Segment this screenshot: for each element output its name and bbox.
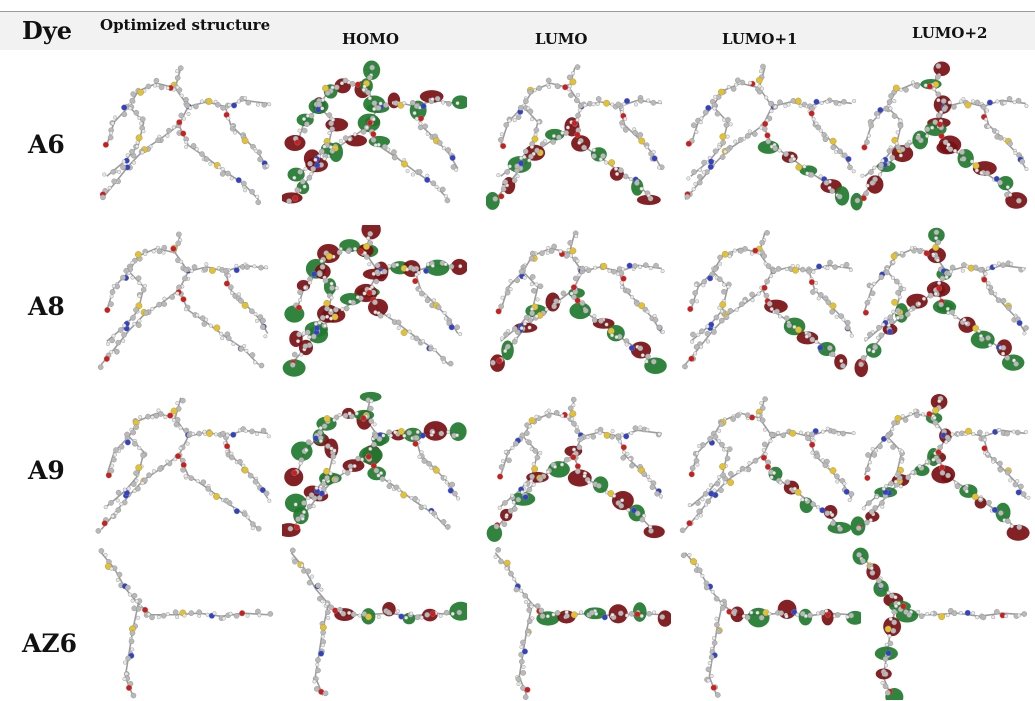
molecule-cell	[676, 545, 861, 700]
row-label-a6: A6	[28, 130, 65, 159]
row-label-a8: A8	[28, 292, 65, 321]
molecule-cell	[282, 390, 467, 545]
molecule-cell	[676, 225, 861, 380]
header-lumo: LUMO	[535, 30, 588, 48]
molecule-cell	[92, 225, 277, 380]
header-dye: Dye	[22, 16, 73, 45]
molecule-cell	[486, 60, 671, 215]
molecule-cell	[850, 225, 1035, 380]
header-lumo-plus-1: LUMO+1	[722, 30, 798, 48]
molecule-cell	[676, 390, 861, 545]
header-band	[0, 12, 1035, 50]
molecule-cell	[676, 60, 861, 215]
header-rule	[0, 11, 1035, 12]
row-label-az6: AZ6	[22, 629, 78, 658]
molecule-cell	[92, 390, 277, 545]
molecule-cell	[850, 545, 1035, 700]
molecule-cell	[282, 225, 467, 380]
molecule-cell	[282, 60, 467, 215]
row-label-a9: A9	[28, 456, 65, 485]
molecule-cell	[92, 60, 277, 215]
molecule-cell	[486, 390, 671, 545]
molecule-cell	[282, 545, 467, 700]
molecule-cell	[486, 225, 671, 380]
molecule-cell	[92, 545, 277, 700]
molecule-cell	[850, 60, 1035, 215]
molecule-cell	[850, 390, 1035, 545]
header-homo: HOMO	[342, 30, 399, 48]
header-lumo-plus-2: LUMO+2	[912, 24, 988, 42]
header-optimized-structure: Optimized structure	[100, 16, 271, 34]
molecule-cell	[486, 545, 671, 700]
